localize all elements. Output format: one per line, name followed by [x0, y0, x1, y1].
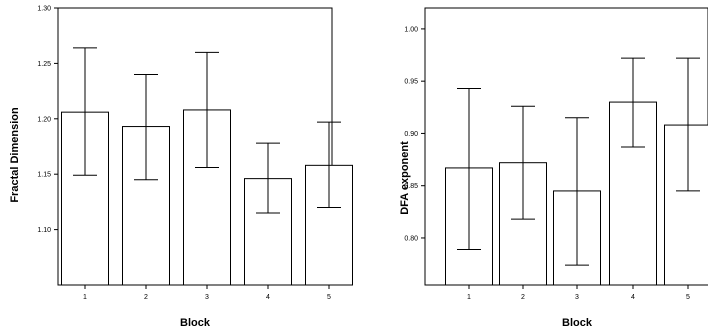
- x-tick-label: 4: [631, 294, 635, 301]
- y-tick-label: 0.80: [404, 235, 418, 242]
- x-tick-label: 4: [266, 294, 270, 301]
- y-axis-title: DFA exponent: [399, 141, 411, 215]
- y-tick-label: 0.90: [404, 131, 418, 138]
- y-tick-label: 1.25: [37, 61, 51, 68]
- y-tick-label: 1.15: [37, 172, 51, 179]
- y-tick-label: 0.85: [404, 183, 418, 190]
- x-tick-label: 2: [144, 294, 148, 301]
- x-tick-label: 1: [467, 294, 471, 301]
- y-tick-label: 0.95: [404, 79, 418, 86]
- x-axis-title: Block: [562, 317, 593, 329]
- y-axis-title: Fractal Dimension: [9, 107, 21, 203]
- x-tick-label: 3: [205, 294, 209, 301]
- bar-block-5: [664, 124, 708, 286]
- x-tick-label: 5: [327, 294, 331, 301]
- x-axis-title: Block: [180, 317, 211, 329]
- y-tick-label: 1.00: [404, 26, 418, 33]
- y-tick-label: 1.30: [37, 6, 51, 13]
- dfa-exponent-chart: 0.80 0.85 0.90 0.95 1.00 1 2 3 4 5 Block DFA expone…: [399, 7, 708, 329]
- fractal-dimension-chart: 1.10 1.15 1.20 1.25 1.30 1 2 3 4 5 Block Fractal Di…: [9, 6, 353, 329]
- y-tick-label: 1.20: [37, 116, 51, 123]
- x-tick-label: 1: [83, 294, 87, 301]
- y-tick-label: 1.10: [37, 227, 51, 234]
- x-tick-label: 5: [686, 294, 690, 301]
- x-tick-label: 2: [521, 294, 525, 301]
- x-tick-label: 3: [575, 294, 579, 301]
